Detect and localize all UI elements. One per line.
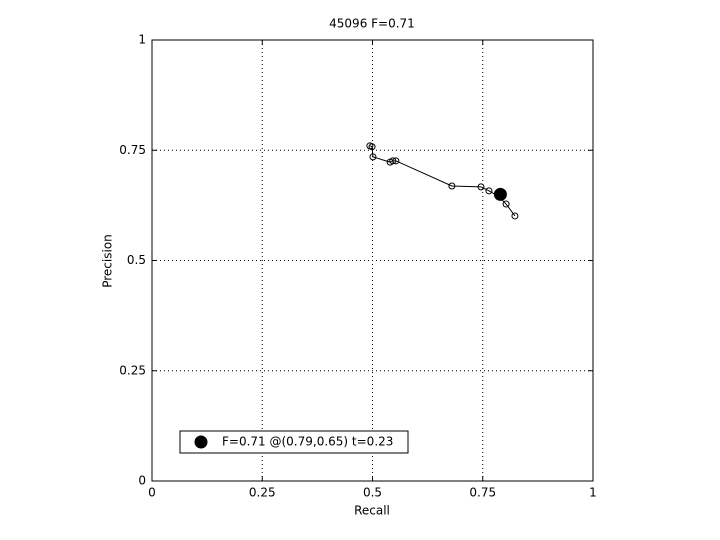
point	[368, 143, 376, 151]
legend-label: F=0.71 @(0.79,0.65) t=0.23	[222, 435, 393, 449]
plot-frame	[151, 39, 594, 482]
x-tick-label: 0.25	[249, 486, 276, 500]
x-tick-label: 0.5	[363, 486, 382, 500]
y-tick-label: 1	[138, 33, 146, 47]
x-tick-label: 1	[589, 486, 597, 500]
best-point	[493, 187, 507, 201]
y-tick-label: 0.25	[119, 363, 146, 377]
chart-title: 45096 F=0.71	[329, 17, 415, 31]
legend-marker	[194, 435, 208, 449]
y-tick-label: 0.5	[127, 253, 146, 267]
y-axis-label: Precision	[101, 234, 115, 288]
x-axis-label: Recall	[354, 504, 390, 518]
point	[389, 157, 397, 165]
x-tick-label: 0.75	[469, 486, 496, 500]
y-tick-label: 0	[138, 474, 146, 488]
point	[485, 187, 493, 195]
point	[502, 200, 510, 208]
legend-box	[179, 430, 409, 454]
point	[477, 183, 485, 191]
point	[369, 153, 377, 161]
point	[392, 157, 400, 165]
y-tick-label: 0.75	[119, 143, 146, 157]
point	[448, 182, 456, 190]
x-tick-label: 0	[148, 486, 156, 500]
point	[511, 212, 519, 220]
